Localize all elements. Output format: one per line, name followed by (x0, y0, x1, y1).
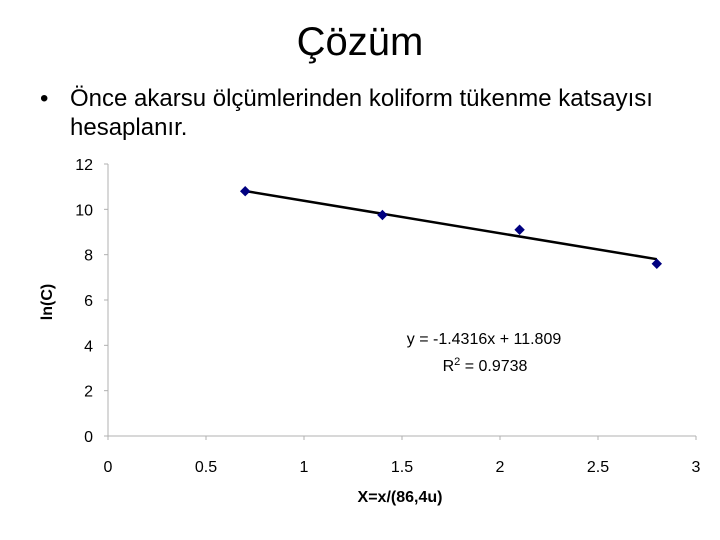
x-tick-label: 2.5 (587, 459, 609, 476)
bullet-text: Önce akarsu ölçümlerinden koliform tüken… (70, 85, 653, 141)
chart: 0 2 4 6 8 10 12 0 0.5 1 1.5 2 2.5 3 X=x/(86,4u) ln(C)… (39, 157, 701, 506)
y-tick-label: 12 (75, 157, 93, 174)
tick-labels: 0 2 4 6 8 10 12 0 0.5 1 1.5 2 2.5 3 (75, 157, 700, 476)
x-tick-label: 0.5 (195, 459, 217, 476)
r-squared-label: R2 = 0.9738 (443, 356, 528, 375)
bullet-item: • Önce akarsu ölçümlerinden koliform tük… (40, 84, 700, 142)
x-tick-label: 1 (300, 459, 309, 476)
trendline-equation: y = -1.4316x + 11.809 (407, 331, 562, 348)
y-tick-label: 10 (75, 202, 93, 219)
x-tick-label: 2 (496, 459, 505, 476)
r-squared-superscript: 2 (454, 356, 460, 368)
data-point (239, 185, 251, 197)
bullet-icon: • (40, 85, 49, 112)
trendline-layer (244, 189, 658, 261)
axes (104, 163, 697, 440)
data-point (651, 258, 663, 269)
slide-title: Çözüm (296, 20, 424, 64)
y-axis-title: ln(C) (39, 284, 56, 320)
r-squared-prefix: R (443, 358, 455, 375)
data-point (514, 224, 525, 235)
x-tick-label: 3 (692, 459, 701, 476)
r-squared-value: = 0.9738 (460, 358, 527, 375)
y-tick-label: 0 (84, 429, 93, 446)
y-tick-label: 6 (84, 293, 93, 310)
y-tick-label: 4 (84, 338, 93, 355)
x-axis-title: X=x/(86,4u) (358, 489, 443, 506)
data-points (239, 185, 663, 269)
data-point (377, 209, 388, 221)
y-tick-label: 8 (84, 248, 93, 265)
x-tick-label: 1.5 (391, 459, 413, 476)
x-tick-label: 0 (104, 459, 113, 476)
y-tick-label: 2 (84, 384, 93, 401)
trendline (244, 189, 658, 261)
